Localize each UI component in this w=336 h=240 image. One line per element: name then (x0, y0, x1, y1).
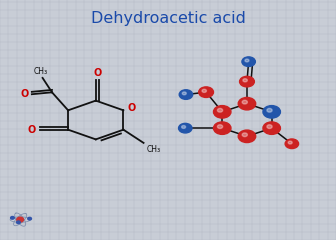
Circle shape (178, 123, 192, 133)
Circle shape (263, 122, 281, 134)
Circle shape (242, 100, 247, 104)
Circle shape (238, 97, 256, 110)
Circle shape (213, 122, 231, 134)
Circle shape (285, 139, 299, 149)
Circle shape (181, 126, 185, 128)
Circle shape (179, 90, 193, 99)
Circle shape (267, 108, 272, 112)
Circle shape (217, 125, 223, 128)
Circle shape (240, 76, 254, 87)
Text: CH₃: CH₃ (147, 145, 161, 154)
Circle shape (238, 130, 256, 143)
Text: O: O (93, 68, 101, 78)
Text: O: O (127, 103, 136, 113)
Circle shape (242, 57, 255, 66)
Text: O: O (20, 89, 29, 99)
Circle shape (243, 79, 247, 82)
Circle shape (213, 106, 231, 118)
Circle shape (28, 217, 32, 220)
Circle shape (11, 216, 14, 219)
Circle shape (245, 59, 249, 62)
Text: CH₃: CH₃ (34, 66, 48, 76)
Circle shape (217, 108, 223, 112)
Circle shape (263, 106, 281, 118)
Circle shape (17, 217, 24, 222)
Circle shape (202, 89, 206, 92)
Circle shape (267, 125, 272, 128)
Text: Dehydroacetic acid: Dehydroacetic acid (91, 11, 245, 26)
Circle shape (288, 141, 292, 144)
Circle shape (16, 221, 20, 224)
Circle shape (182, 92, 186, 95)
Text: O: O (27, 125, 36, 135)
Circle shape (242, 133, 247, 137)
Circle shape (199, 87, 213, 97)
